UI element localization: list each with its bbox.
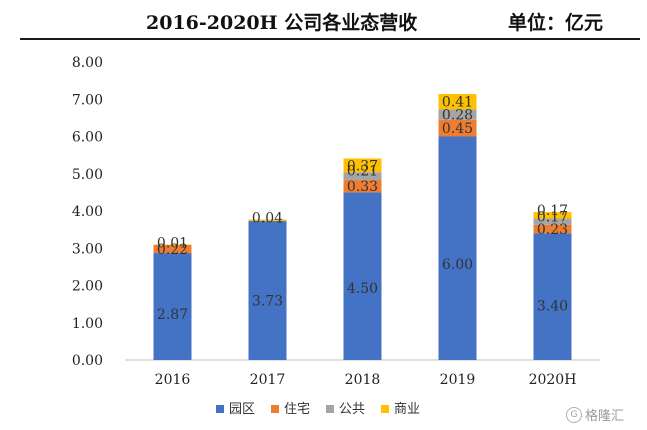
data-label: 0.17 xyxy=(537,209,568,225)
y-tick-label: 3.00 xyxy=(72,241,103,257)
legend-swatch xyxy=(381,405,389,413)
data-label: 0.41 xyxy=(442,95,473,111)
legend-label: 住宅 xyxy=(284,402,310,417)
x-tick-label: 2020H xyxy=(529,372,577,388)
data-label: 0.01 xyxy=(157,236,188,252)
bar-segment xyxy=(343,180,382,193)
watermark-text: 格隆汇 xyxy=(585,409,625,424)
data-label: 0.23 xyxy=(537,222,568,238)
y-tick-label: 5.00 xyxy=(72,167,103,183)
legend-label: 园区 xyxy=(229,402,255,417)
bar-segment xyxy=(533,212,572,219)
bar-segment xyxy=(343,158,382,173)
y-tick-label: 2.00 xyxy=(72,279,103,295)
chart-title: 2016-2020H 公司各业态营收 xyxy=(146,12,418,34)
data-label: 3.73 xyxy=(252,293,283,309)
bar-segment xyxy=(153,253,192,360)
data-label: 3.40 xyxy=(537,299,568,315)
data-label: 0.04 xyxy=(252,211,283,227)
bar-segment xyxy=(533,233,572,360)
legend-swatch xyxy=(271,405,279,413)
y-tick-label: 0.00 xyxy=(72,353,103,369)
bar-segment xyxy=(153,244,192,246)
data-label: 2.87 xyxy=(157,307,188,323)
data-label: 0.17 xyxy=(537,203,568,219)
bar-segment xyxy=(153,244,192,254)
y-tick-label: 8.00 xyxy=(72,55,103,71)
gelonghui-logo-icon: G xyxy=(566,406,582,423)
bar-segment xyxy=(438,94,477,110)
bar-segment xyxy=(533,218,572,225)
stacked-bar-chart: 0.00 1.00 2.00 3.00 4.00 5.00 6.00 7.00 8.00 2.87… xyxy=(72,55,600,417)
bar-segment xyxy=(438,119,477,137)
unit-label: 单位：亿元 xyxy=(508,12,604,34)
watermark: G 格隆汇 xyxy=(566,405,624,424)
data-label: 0.28 xyxy=(442,108,473,124)
data-label: 0.21 xyxy=(347,163,378,179)
y-tick-label: 1.00 xyxy=(72,316,103,332)
y-tick-label: 7.00 xyxy=(72,92,103,108)
bar-segment xyxy=(533,224,572,234)
legend-swatch xyxy=(216,405,224,413)
data-label: 0.37 xyxy=(347,158,378,174)
bar-segment xyxy=(343,192,382,360)
x-tick-label: 2018 xyxy=(345,372,381,388)
y-tick-label: 6.00 xyxy=(72,130,103,146)
x-tick-label: 2016 xyxy=(155,372,191,388)
data-label: 0.45 xyxy=(442,121,473,137)
chart-header: 2016-2020H 公司各业态营收 单位：亿元 xyxy=(0,0,647,44)
y-tick-label: 4.00 xyxy=(72,204,103,220)
legend-swatch xyxy=(326,405,334,413)
header-divider xyxy=(20,38,640,40)
data-label: 6.00 xyxy=(442,257,473,273)
data-label: 4.50 xyxy=(347,281,378,297)
x-tick-label: 2017 xyxy=(250,372,286,388)
bar-segment xyxy=(248,221,287,360)
data-label: 0.33 xyxy=(347,179,378,195)
bar-segment xyxy=(438,136,477,360)
bar-segment xyxy=(343,172,382,181)
data-label: 0.22 xyxy=(157,242,188,258)
bar-segment xyxy=(438,109,477,120)
legend-label: 商业 xyxy=(394,402,420,417)
legend-label: 公共 xyxy=(339,402,365,417)
x-tick-label: 2019 xyxy=(440,372,476,388)
bar-segment xyxy=(248,219,287,222)
